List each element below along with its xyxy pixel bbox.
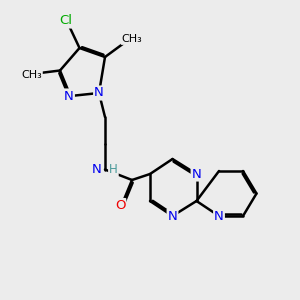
Text: H: H [109, 163, 118, 176]
Text: N: N [92, 163, 101, 176]
Text: CH₃: CH₃ [21, 70, 42, 80]
Text: O: O [115, 199, 125, 212]
Text: N: N [192, 167, 201, 181]
Text: N: N [64, 89, 74, 103]
Text: N: N [94, 86, 104, 100]
Text: N: N [214, 209, 224, 223]
Text: CH₃: CH₃ [122, 34, 142, 44]
Text: Cl: Cl [59, 14, 73, 28]
Text: N: N [168, 209, 177, 223]
